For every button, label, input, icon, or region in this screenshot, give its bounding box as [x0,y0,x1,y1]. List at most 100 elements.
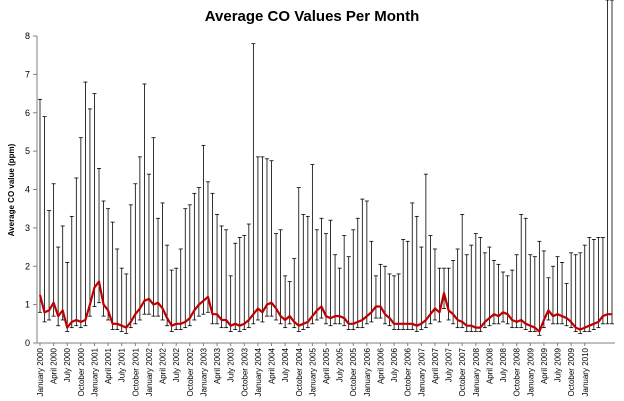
data-point [175,323,177,325]
data-point [366,315,368,317]
data-point [556,313,559,315]
data-point [516,321,518,323]
x-tick-label: April 2004 [268,347,277,384]
data-point [289,315,291,317]
y-tick-label: 6 [25,108,30,118]
y-tick-label: 1 [25,300,30,310]
data-point [130,321,132,323]
data-point [552,315,554,317]
data-point [520,319,522,321]
data-point [261,311,264,313]
x-tick-label: April 2000 [50,347,59,384]
data-point [438,311,441,313]
x-tick-label: January 2004 [254,347,263,396]
x-tick-label: July 2004 [281,347,290,382]
data-point [125,327,127,329]
data-point [53,302,55,304]
data-point [198,304,200,306]
data-point [311,315,313,317]
data-point [584,327,586,329]
y-axis-label: Average CO value (ppm) [7,143,16,236]
data-point [538,330,540,333]
x-tick-label: October 2005 [349,347,358,396]
data-point [234,323,236,325]
data-point [334,315,336,317]
data-point [525,323,527,325]
data-point [139,307,141,310]
x-tick-label: January 2002 [145,347,154,396]
data-point [71,321,73,323]
data-point [534,327,536,329]
data-point [434,307,436,310]
x-tick-label: July 2009 [554,347,563,382]
data-point [457,319,459,321]
data-point [207,296,209,298]
data-point [493,313,495,315]
data-point [348,323,350,325]
data-point [211,313,214,315]
y-tick-label: 4 [25,185,30,195]
data-point [298,325,300,327]
data-point [343,317,345,319]
data-point [461,321,463,323]
x-tick-label: April 2008 [485,347,494,384]
data-point [411,323,413,325]
data-point [357,321,359,323]
data-point [502,311,504,313]
data-point [475,327,477,329]
data-point [157,302,159,304]
data-point [420,323,422,325]
chart-title: Average CO Values Per Month [204,8,420,25]
data-point [316,309,318,311]
data-point [134,313,136,315]
data-point [407,323,409,325]
data-point [252,313,254,315]
data-point [180,323,182,325]
data-point [220,319,223,321]
data-point [511,319,513,321]
data-point [202,300,205,302]
y-tick-label: 5 [25,146,30,156]
y-tick-label: 7 [25,69,30,79]
data-point [302,323,304,325]
data-point [230,325,232,327]
data-point [62,309,64,311]
data-point [216,313,218,315]
x-tick-label: July 2000 [63,347,72,382]
data-point [379,305,382,308]
data-point [293,321,295,323]
x-tick-label: April 2007 [431,347,440,384]
x-tick-label: April 2005 [322,347,331,384]
data-point [307,321,309,323]
data-point [393,323,395,325]
data-point [529,325,531,327]
data-point [570,321,572,323]
x-tick-label: April 2003 [213,347,222,384]
data-point [384,313,386,315]
data-point [575,327,577,329]
data-point [189,317,191,319]
x-tick-label: July 2007 [445,347,454,382]
data-point [470,325,472,327]
x-tick-label: January 2001 [90,347,99,396]
data-point [443,292,445,294]
data-point [606,313,609,315]
x-tick-label: July 2002 [172,347,181,382]
data-point [143,300,146,302]
x-tick-label: October 2009 [567,347,576,396]
data-point [93,286,96,288]
data-point [479,327,481,329]
data-point [152,304,155,306]
data-point [547,309,550,311]
x-tick-label: October 2006 [404,347,413,396]
x-tick-label: January 2000 [36,347,45,396]
data-point [402,323,404,325]
data-point [466,325,468,327]
data-point [325,315,327,317]
x-tick-label: April 2006 [376,347,385,384]
y-tick-label: 8 [25,31,30,41]
data-point [597,321,599,323]
data-point [102,304,105,306]
data-point [248,319,250,321]
